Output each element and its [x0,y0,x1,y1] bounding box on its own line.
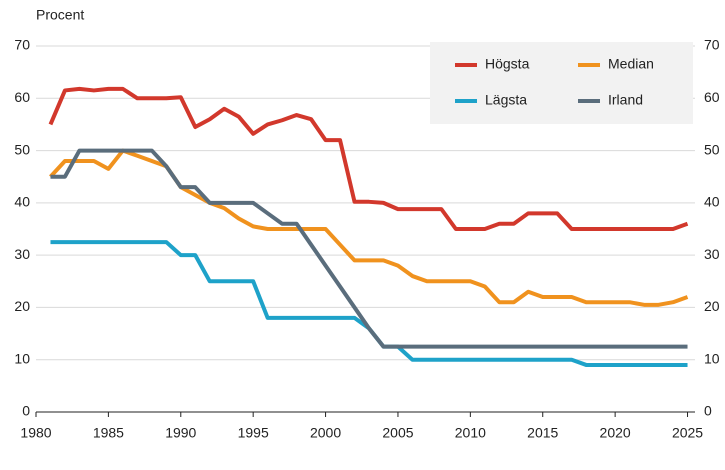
x-tick-label: 1990 [165,425,196,441]
line-series [48,86,689,231]
y2-tick-label: 0 [704,403,712,419]
y-axis-label: Procent [36,7,84,23]
y2-tick-label: 10 [704,350,720,366]
x-tick-label: 2010 [455,425,486,441]
line-series [49,148,689,307]
x-tick-label: 2005 [382,425,413,441]
x-tick-label: 2025 [672,425,703,441]
x-tick-label: 1995 [238,425,269,441]
legend-box [430,42,693,124]
y-tick-label: 30 [14,246,30,262]
x-tick-label: 1985 [93,425,124,441]
x-tick-label: 2015 [527,425,558,441]
legend-label: Högsta [485,56,530,72]
y2-tick-label: 40 [704,194,720,210]
x-tick-label: 2020 [600,425,631,441]
y2-tick-label: 70 [704,37,720,53]
y-tick-label: 0 [22,403,30,419]
legend-label: Lägsta [485,92,527,108]
y2-tick-label: 30 [704,246,720,262]
y2-tick-label: 20 [704,298,720,314]
y-tick-label: 20 [14,298,30,314]
x-tick-label: 2000 [310,425,341,441]
legend-label: Irland [608,92,643,108]
line-series [50,148,688,349]
legend-label: Median [608,56,654,72]
y2-tick-label: 50 [704,141,720,157]
y-tick-label: 60 [14,89,30,105]
y2-tick-label: 60 [704,89,720,105]
y-tick-label: 10 [14,350,30,366]
x-tick-label: 1980 [20,425,51,441]
y-tick-label: 40 [14,194,30,210]
y-tick-label: 50 [14,141,30,157]
y-tick-label: 70 [14,37,30,53]
